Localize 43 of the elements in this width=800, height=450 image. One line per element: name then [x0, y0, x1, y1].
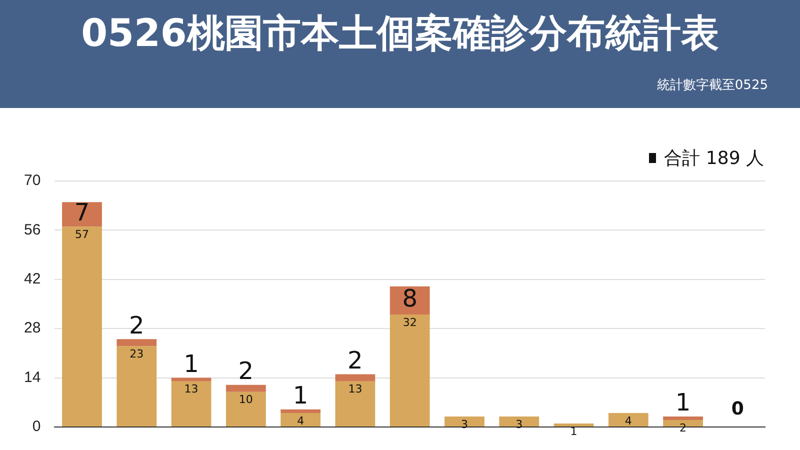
data-label: 2: [129, 311, 144, 340]
data-label: 1: [570, 424, 578, 438]
text: 合計 189 人: [664, 147, 764, 170]
bar: [280, 412, 321, 426]
y-tick-label: 42: [24, 270, 41, 288]
y-tick-label: 14: [24, 368, 41, 386]
bar: [62, 226, 102, 426]
chart-title: 0526桃園市本土個案確診分布統計表: [80, 10, 720, 57]
data-label: 0: [731, 398, 744, 420]
data-label: 13: [184, 382, 198, 396]
y-tick-label: 70: [24, 172, 41, 190]
data-label: 10: [238, 393, 253, 406]
data-label: 4: [297, 414, 304, 428]
data-label: 7: [74, 198, 90, 227]
data-label: 1: [675, 388, 691, 417]
y-tick-label: 0: [32, 418, 41, 436]
data-label: 2: [238, 357, 254, 386]
data-label: 1: [292, 382, 308, 410]
bar: [554, 423, 594, 426]
bar: [171, 381, 212, 426]
data-label: 23: [130, 348, 144, 361]
bar: [335, 374, 376, 382]
data-label: 2: [348, 346, 363, 375]
bar: [608, 412, 648, 426]
bar: [226, 392, 266, 426]
data-label: 57: [75, 228, 90, 242]
bar: [171, 378, 212, 382]
bar: [335, 381, 376, 426]
bar: [62, 202, 102, 227]
data-label: 13: [348, 382, 362, 396]
data-label: 32: [402, 316, 417, 329]
bar: [280, 409, 321, 413]
bar: [116, 339, 157, 346]
data-label: 1: [184, 350, 199, 378]
bar: [390, 314, 430, 426]
data-label: 4: [624, 414, 632, 428]
bar: [116, 346, 157, 426]
bar: [663, 416, 703, 420]
chart-subtitle: 統計數字截至0525: [656, 77, 768, 94]
data-label: 8: [402, 284, 418, 313]
y-tick-label: 28: [24, 320, 41, 337]
y-tick-label: 56: [24, 221, 41, 238]
bar: [226, 384, 266, 392]
